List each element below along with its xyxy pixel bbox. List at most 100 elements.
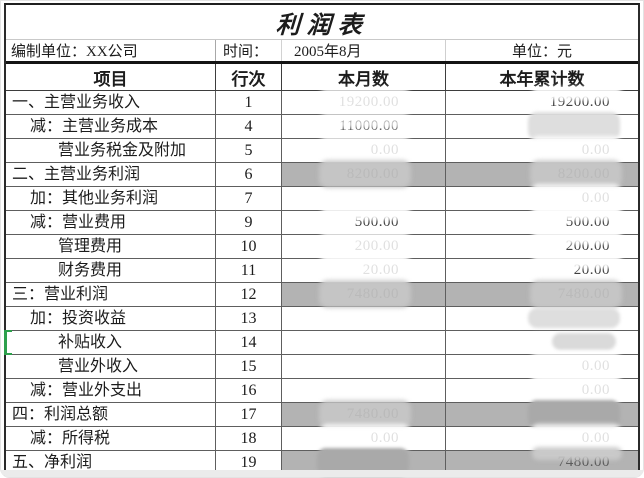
censor-smudge <box>530 352 622 380</box>
row-item-label: 减：营业费用 <box>30 214 127 231</box>
row-line-number: 4 <box>216 115 282 138</box>
row-month-value-cell: 11000.00 <box>282 115 446 138</box>
censor-smudge <box>530 184 622 212</box>
row-item-cell: 补贴收入 <box>4 330 216 355</box>
row-item-label: 营业务税金及附加 <box>58 142 187 159</box>
row-month-value-cell: 7480.00 <box>282 400 446 428</box>
row-ytd-value: 8200.00 <box>530 160 622 188</box>
row-line-number: 10 <box>216 235 282 258</box>
row-item-label: 三：营业利润 <box>12 286 109 303</box>
censor-smudge <box>319 136 411 164</box>
page-title: 利润表 <box>274 12 369 39</box>
cell-selection-marker <box>4 330 12 355</box>
table-row: 补贴收入 14 <box>4 330 638 355</box>
row-line-number: 1 <box>216 91 282 114</box>
row-ytd-value <box>528 308 620 328</box>
col-header-line: 行次 <box>216 64 282 90</box>
time-label: 时间： <box>216 40 282 61</box>
row-item-label: 管理费用 <box>58 238 123 255</box>
row-item-label: 营业外收入 <box>58 358 139 375</box>
table-body: 一、主营业务收入 1 19200.00 19200.00 减：主营业务成本 4 11000.… <box>4 87 638 476</box>
table-row: 二、主营业务利润 6 8200.00 8200.00 <box>6 160 638 188</box>
censor-smudge <box>530 280 622 308</box>
row-item-cell: 减：主营业务成本 <box>6 115 216 138</box>
row-item-cell: 营业务税金及附加 <box>6 139 216 162</box>
table-row: 营业务税金及附加 5 0.00 0.00 <box>6 136 638 164</box>
row-item-cell: 一、主营业务收入 <box>6 91 216 114</box>
row-ytd-value: 0.00 <box>530 424 622 452</box>
income-statement-sheet: 利润表 编制单位：XX公司 时间： 2005年8月 单位：元 项目 行次 本月数… <box>4 3 640 476</box>
col-header-ytd: 本年累计数 <box>499 69 585 89</box>
row-line-number: 16 <box>216 379 282 402</box>
row-ytd-value-cell: 0.00 <box>446 376 638 404</box>
row-line-number: 18 <box>216 427 282 450</box>
row-item-cell: 二、主营业务利润 <box>6 163 216 186</box>
censor-smudge <box>319 280 411 308</box>
row-ytd-value-cell <box>446 307 638 330</box>
row-item-label: 五、净利润 <box>12 454 93 471</box>
row-item-cell: 五、净利润 <box>6 451 216 474</box>
table-row: 减：营业费用 9 500.00 500.00 <box>6 207 638 235</box>
col-header-item: 项目 <box>6 64 216 90</box>
row-ytd-value-cell: 11000.00 <box>446 112 638 140</box>
row-ytd-value-cell: 0.00 <box>446 184 638 212</box>
row-month-value: 200.00 <box>319 232 411 260</box>
row-item-cell: 三：营业利润 <box>6 283 216 306</box>
row-ytd-value-cell: 8200.00 <box>446 160 638 188</box>
row-month-value-cell <box>282 331 446 354</box>
row-month-value-cell: 500.00 <box>282 207 446 234</box>
censor-smudge <box>552 333 616 350</box>
censor-smudge <box>528 308 620 328</box>
censor-smudge <box>319 424 411 452</box>
row-line-number: 13 <box>216 307 282 330</box>
row-month-value: 19200.00 <box>319 88 411 116</box>
row-month-value: 8200.00 <box>319 160 411 188</box>
row-month-value <box>331 191 399 206</box>
table-row: 加：其他业务利润 7 0.00 <box>6 184 638 212</box>
row-ytd-value: 19200.00 <box>532 87 622 114</box>
censor-smudge <box>528 400 620 428</box>
row-month-value <box>331 383 399 398</box>
row-line-number: 14 <box>216 331 282 354</box>
row-month-value-cell: 19200.00 <box>282 88 446 116</box>
row-month-value <box>331 359 399 374</box>
table-row: 减：主营业务成本 4 11000.00 11000.00 <box>6 112 638 140</box>
row-line-number: 11 <box>216 259 282 282</box>
row-ytd-value-cell: 7480.00 <box>446 400 638 428</box>
row-item-label: 四：利润总额 <box>12 406 109 423</box>
row-item-label: 减：所得税 <box>30 430 111 447</box>
info-row: 编制单位：XX公司 时间： 2005年8月 单位：元 <box>6 40 638 64</box>
row-item-label: 二、主营业务利润 <box>12 166 141 183</box>
row-item-label: 财务费用 <box>58 262 123 279</box>
table-row: 加：投资收益 13 <box>6 307 638 331</box>
row-month-value-cell: 0.00 <box>282 424 446 452</box>
row-item-cell: 营业外收入 <box>6 355 216 378</box>
row-month-value-cell: 0.00 <box>282 136 446 164</box>
row-ytd-value-cell: 0.00 <box>446 352 638 380</box>
row-item-label: 一、主营业务收入 <box>12 94 141 111</box>
row-item-label: 加：其他业务利润 <box>30 190 159 207</box>
row-ytd-value: 7480.00 <box>530 280 622 308</box>
row-ytd-value-cell: 200.00 <box>446 231 638 258</box>
table-row: 营业外收入 15 0.00 <box>6 352 638 380</box>
row-line-number: 17 <box>216 403 282 426</box>
row-item-label: 加：投资收益 <box>30 310 127 327</box>
censor-smudge <box>325 120 409 128</box>
row-month-value-cell <box>282 187 446 210</box>
row-item-cell: 减：营业外支出 <box>6 379 216 402</box>
row-line-number: 5 <box>216 139 282 162</box>
row-month-value: 11000.00 <box>325 115 409 138</box>
row-ytd-value: 11000.00 <box>528 112 620 140</box>
row-ytd-value: 7480.00 <box>528 400 620 428</box>
row-month-value: 7480.00 <box>319 280 411 308</box>
row-month-value: 0.00 <box>319 136 411 164</box>
row-line-number: 12 <box>216 283 282 306</box>
row-month-value: 500.00 <box>321 207 411 234</box>
censor-smudge <box>319 232 411 260</box>
row-line-number: 15 <box>216 355 282 378</box>
row-line-number: 7 <box>216 187 282 210</box>
table-row: 四：利润总额 17 7480.00 7480.00 <box>6 400 638 428</box>
row-month-value-cell <box>282 355 446 378</box>
row-ytd-value: 0.00 <box>530 352 622 380</box>
